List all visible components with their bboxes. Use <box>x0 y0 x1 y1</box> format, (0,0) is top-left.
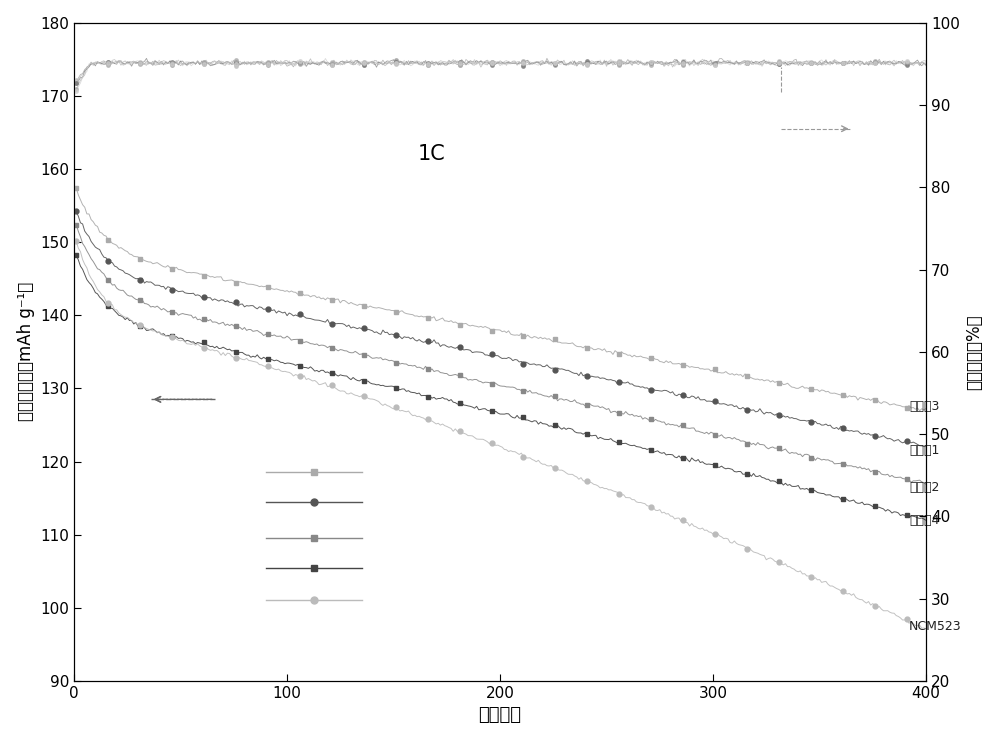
Text: 实施例3: 实施例3 <box>909 400 939 413</box>
X-axis label: 循环次数: 循环次数 <box>479 706 522 725</box>
Text: NCM523: NCM523 <box>909 619 962 633</box>
Text: 实施例1: 实施例1 <box>909 444 939 457</box>
Text: 实施例2: 实施例2 <box>909 481 939 494</box>
Text: 实施例4: 实施例4 <box>909 514 939 527</box>
Y-axis label: 放电比容量（mAh g⁻¹）: 放电比容量（mAh g⁻¹） <box>17 282 35 422</box>
Y-axis label: 库伦效率（%）: 库伦效率（%） <box>965 314 983 390</box>
Text: 1C: 1C <box>418 144 446 165</box>
